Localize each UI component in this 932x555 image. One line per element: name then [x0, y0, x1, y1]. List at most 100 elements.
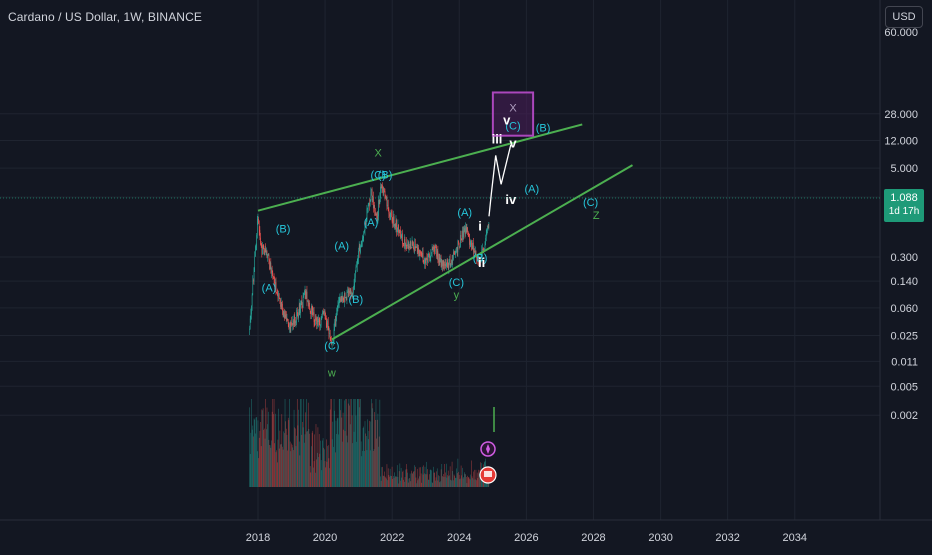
- volume-bar: [305, 412, 306, 487]
- volume-bar: [306, 431, 308, 487]
- volume-bar: [438, 476, 440, 487]
- flag-icon: [484, 471, 492, 477]
- candle-body: [340, 298, 341, 302]
- volume-bar: [407, 472, 408, 487]
- volume-bar: [395, 476, 396, 487]
- volume-bar: [436, 468, 438, 487]
- volume-bar: [448, 476, 450, 487]
- candle-body: [480, 253, 482, 262]
- volume-bar: [280, 444, 281, 487]
- candle-body: [417, 247, 419, 253]
- candle-body: [459, 246, 461, 248]
- y-tick-label: 0.002: [890, 410, 918, 422]
- candle-body: [273, 276, 274, 279]
- candle-body: [300, 303, 301, 314]
- volume-bar: [284, 399, 286, 487]
- candle-body: [305, 291, 306, 299]
- wave-labels: (A)(B)(C)w(A)(B)(A)(C)(B)X(A)i(B)ii(C)yi…: [262, 112, 600, 379]
- candle-body: [444, 264, 446, 266]
- candle-body: [425, 257, 427, 264]
- candle-body: [396, 228, 398, 232]
- candle-body: [416, 246, 417, 248]
- volume-bar: [358, 407, 360, 487]
- candle-body: [407, 244, 408, 246]
- candle-body: [392, 221, 394, 224]
- candle-body: [277, 294, 279, 298]
- candle-body: [487, 225, 489, 229]
- candle-body: [373, 197, 374, 209]
- candle-body: [349, 290, 350, 294]
- volume-bar: [340, 410, 341, 487]
- candle-body: [429, 256, 431, 258]
- candle-body: [472, 242, 474, 250]
- volume-bar: [382, 466, 383, 487]
- volume-bar: [351, 399, 352, 487]
- candle-body: [319, 319, 321, 326]
- candle-body: [259, 229, 261, 238]
- candle-body: [276, 292, 277, 293]
- candle-body: [432, 248, 434, 250]
- volume-bar: [433, 466, 434, 487]
- candle-body: [451, 260, 452, 266]
- candle-body: [291, 324, 293, 326]
- candle-body: [474, 251, 476, 252]
- candle-body: [415, 243, 416, 248]
- candle-body: [293, 320, 294, 325]
- target-box-label: X: [509, 102, 517, 114]
- volume-bar: [472, 478, 474, 487]
- volume-bar: [384, 476, 386, 487]
- candle-body: [298, 304, 300, 313]
- candle-body: [387, 204, 388, 207]
- candle-body: [467, 232, 469, 234]
- candle-body: [338, 302, 340, 303]
- volume-bar: [444, 476, 446, 487]
- volume-bar: [258, 458, 259, 487]
- candle-body: [412, 241, 414, 243]
- candle-body: [378, 199, 380, 204]
- x-tick-label: 2020: [313, 532, 337, 544]
- candle-body: [442, 260, 444, 267]
- wave-label: v: [503, 112, 511, 127]
- volume-bar: [380, 476, 381, 487]
- volume-bar: [367, 439, 369, 487]
- candle-body: [451, 260, 453, 264]
- volume-bar: [447, 470, 449, 487]
- volume-bar: [266, 407, 268, 487]
- candle-body: [382, 184, 383, 189]
- volume-bar: [381, 467, 383, 487]
- volume-bar: [418, 467, 420, 487]
- volume-bar: [411, 472, 413, 487]
- candle-body: [454, 253, 455, 255]
- volume-bar: [346, 435, 348, 487]
- volume-bar: [318, 457, 319, 487]
- candle-body: [343, 299, 345, 303]
- volume-bar: [389, 476, 390, 487]
- volume-bar: [308, 428, 310, 487]
- volume-bar: [371, 399, 372, 487]
- candle-body: [286, 318, 288, 321]
- volume-bar: [252, 425, 254, 487]
- currency-button[interactable]: USD: [885, 6, 923, 28]
- volume-bar: [435, 480, 436, 487]
- candle-body: [365, 222, 366, 225]
- volume-bar: [355, 415, 357, 487]
- y-tick-label: 0.140: [890, 276, 918, 288]
- candle-body: [463, 230, 464, 237]
- candle-body: [275, 282, 277, 293]
- candle-body: [302, 305, 303, 308]
- candle-body: [273, 278, 275, 280]
- volume-bar: [401, 477, 403, 487]
- chart-title: Cardano / US Dollar, 1W, BINANCE: [8, 10, 202, 24]
- candle-body: [446, 259, 448, 266]
- candle-body: [309, 309, 311, 312]
- volume-bar: [384, 471, 385, 487]
- candle-body: [466, 227, 468, 233]
- volume-bar: [366, 450, 368, 487]
- volume-bar: [348, 399, 350, 487]
- volume-bar: [458, 474, 460, 487]
- candle-body: [278, 293, 280, 299]
- volume-bar: [333, 399, 335, 487]
- volume-bar: [289, 399, 290, 487]
